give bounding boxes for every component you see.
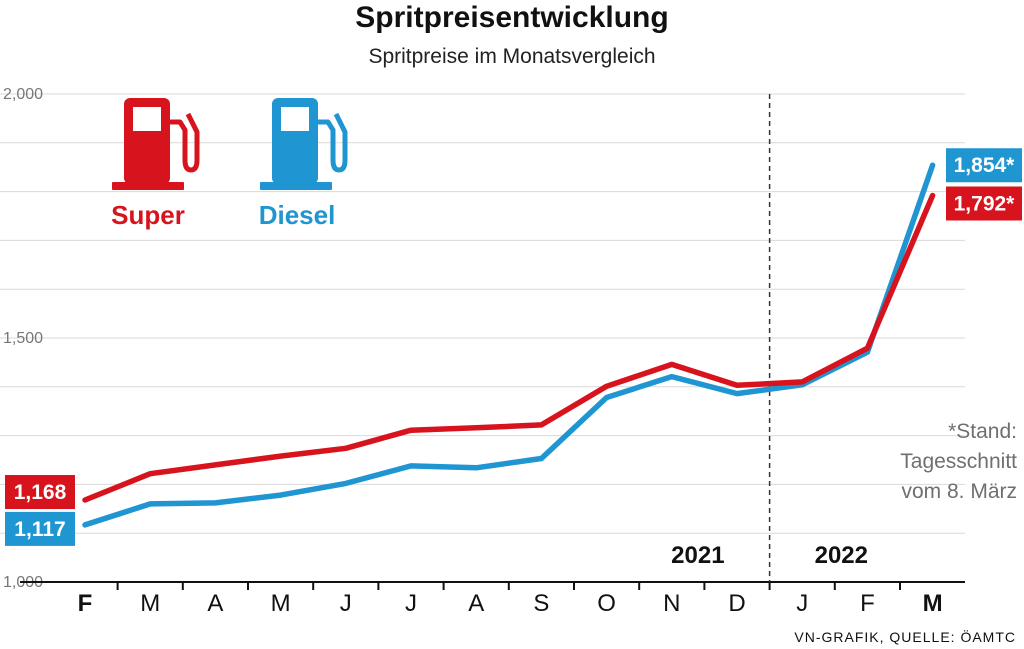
x-tick-label: A bbox=[207, 590, 223, 617]
start-label-super: 1,168 bbox=[5, 475, 75, 510]
x-tick-label: J bbox=[796, 590, 808, 617]
legend-super: Super bbox=[111, 98, 200, 230]
x-tick-label: O bbox=[597, 590, 616, 617]
end-label-diesel-box bbox=[946, 148, 1022, 183]
footnote-line-2: Tagesschnitt bbox=[900, 450, 1017, 473]
start-label-diesel-box bbox=[5, 511, 75, 546]
x-axis: F M A M J J A S O N D J F M 2021 2022 bbox=[20, 94, 965, 617]
start-label-diesel: 1,117 bbox=[5, 511, 75, 546]
x-tick-label: N bbox=[663, 590, 680, 617]
start-label-super-box bbox=[5, 475, 75, 510]
year-label: 2022 bbox=[815, 542, 868, 569]
end-label-diesel-text: 1,854* bbox=[954, 154, 1016, 177]
y-tick-label: 1,500 bbox=[3, 330, 43, 347]
x-tick-label: M bbox=[923, 590, 943, 617]
x-tick-label: D bbox=[728, 590, 745, 617]
x-tick-label: J bbox=[340, 590, 352, 617]
series-line-super bbox=[82, 192, 936, 503]
start-label-diesel-text: 1,117 bbox=[14, 518, 65, 541]
end-label-diesel: 1,854* bbox=[946, 148, 1022, 183]
y-tick-label: 2,000 bbox=[3, 86, 43, 103]
x-tick-label: F bbox=[78, 590, 93, 617]
x-tick-label: M bbox=[271, 590, 291, 617]
x-tick-label: J bbox=[405, 590, 417, 617]
footnote-line-1: *Stand: bbox=[948, 420, 1017, 443]
end-label-super: 1,792* bbox=[946, 186, 1022, 221]
end-label-super-text: 1,792* bbox=[954, 193, 1016, 216]
series-line-diesel bbox=[82, 162, 936, 528]
chart-subtitle: Spritpreise im Monatsvergleich bbox=[368, 45, 655, 68]
legend-label-super: Super bbox=[111, 200, 185, 230]
footnote: *Stand: Tagesschnitt vom 8. März bbox=[900, 420, 1017, 503]
x-tick-label: F bbox=[860, 590, 875, 617]
footnote-line-3: vom 8. März bbox=[901, 480, 1017, 503]
series-lines bbox=[82, 162, 936, 528]
x-tick-label: S bbox=[533, 590, 549, 617]
year-label: 2021 bbox=[671, 542, 724, 569]
fuel-pump-icon bbox=[260, 98, 348, 190]
x-tick-label: M bbox=[140, 590, 160, 617]
x-tick-label: A bbox=[468, 590, 484, 617]
end-label-super-box bbox=[946, 186, 1022, 221]
legend-label-diesel: Diesel bbox=[259, 200, 336, 230]
legend-diesel: Diesel bbox=[259, 98, 348, 230]
start-label-super-text: 1,168 bbox=[14, 481, 67, 504]
fuel-pump-icon bbox=[112, 98, 200, 190]
chart-title: Spritpreisentwicklung bbox=[355, 1, 668, 34]
value-labels: 1,168 1,117 1,854* 1,792* bbox=[5, 148, 1022, 546]
source-credit: VN-GRAFIK, QUELLE: ÖAMTC bbox=[794, 628, 1016, 645]
